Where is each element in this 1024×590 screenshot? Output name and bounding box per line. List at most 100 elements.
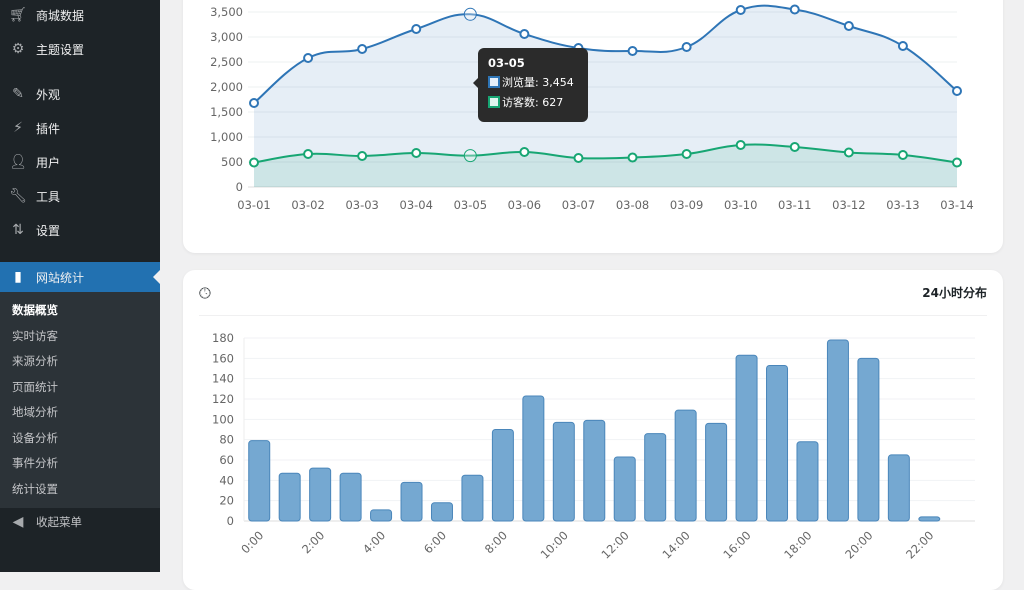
menu-item-site-stats[interactable]: ▮ 网站统计 bbox=[0, 262, 160, 292]
bar bbox=[613, 456, 636, 522]
x-tick-label: 20:00 bbox=[842, 528, 875, 561]
visitors-swatch bbox=[488, 96, 500, 108]
data-point bbox=[303, 149, 314, 159]
bar bbox=[857, 357, 880, 522]
x-tick-label: 03-01 bbox=[237, 198, 270, 212]
plugin-icon: ⚡ bbox=[13, 120, 23, 136]
data-point bbox=[411, 24, 422, 34]
data-point bbox=[463, 149, 477, 163]
series-area bbox=[254, 144, 957, 187]
menu-item-tools[interactable]: 🔧︎ 工具 bbox=[0, 181, 160, 211]
data-point bbox=[843, 147, 854, 158]
x-tick-label: 12:00 bbox=[599, 528, 632, 561]
collapse-label: 收起菜单 bbox=[36, 515, 82, 529]
menu-label: 商城数据 bbox=[36, 8, 85, 23]
y-tick-label: 0 bbox=[227, 514, 234, 528]
menu-item-theme-settings[interactable]: ⚙ 主题设置 bbox=[0, 34, 160, 64]
menu-item-settings[interactable]: ⇅ 设置 bbox=[0, 215, 160, 245]
submenu-sources[interactable]: 来源分析 bbox=[12, 354, 58, 368]
bar bbox=[887, 454, 910, 522]
bar bbox=[674, 409, 697, 522]
bar bbox=[248, 440, 271, 522]
paintbrush-icon: ✎ bbox=[12, 86, 24, 102]
user-icon: 👤︎ bbox=[9, 154, 27, 170]
x-tick-label: 10:00 bbox=[538, 528, 571, 561]
bar bbox=[430, 502, 453, 522]
submenu-regions[interactable]: 地域分析 bbox=[12, 405, 58, 419]
tooltip-title: 03-05 bbox=[488, 56, 525, 70]
cart-icon: 🛒︎ bbox=[9, 7, 27, 23]
bar bbox=[826, 339, 849, 522]
x-tick-label: 8:00 bbox=[482, 528, 510, 556]
data-point bbox=[627, 46, 638, 56]
y-tick-label: 2,000 bbox=[210, 80, 243, 94]
stats-submenu: 数据概览 实时访客 来源分析 页面统计 地域分析 设备分析 事件分析 统计设置 bbox=[0, 292, 160, 508]
y-tick-label: 3,000 bbox=[210, 30, 243, 44]
x-tick-label: 03-13 bbox=[886, 198, 919, 212]
bar bbox=[278, 472, 301, 522]
x-tick-label: 16:00 bbox=[720, 528, 753, 561]
x-tick-label: 03-10 bbox=[724, 198, 757, 212]
x-tick-label: 03-03 bbox=[345, 198, 378, 212]
data-point bbox=[897, 41, 908, 51]
bar bbox=[583, 419, 606, 522]
submenu-events[interactable]: 事件分析 bbox=[12, 456, 58, 470]
data-point bbox=[952, 86, 962, 96]
x-tick-label: 03-04 bbox=[400, 198, 433, 212]
data-point bbox=[519, 147, 530, 157]
bar bbox=[491, 429, 514, 522]
x-tick-label: 22:00 bbox=[903, 528, 936, 561]
x-tick-label: 03-05 bbox=[454, 198, 487, 212]
menu-label: 工具 bbox=[36, 189, 61, 204]
submenu-realtime[interactable]: 实时访客 bbox=[12, 328, 58, 343]
chart-tooltip: 03-05 浏览量: 3,454 访客数: 627 bbox=[473, 48, 588, 122]
active-arrow bbox=[153, 270, 160, 284]
y-tick-label: 120 bbox=[212, 392, 234, 406]
y-tick-label: 0 bbox=[236, 180, 243, 194]
gear-icon: ⚙ bbox=[11, 41, 25, 57]
x-tick-label: 03-09 bbox=[670, 198, 703, 212]
menu-label: 主题设置 bbox=[36, 42, 85, 57]
bar-chart-icon: ▮ bbox=[14, 269, 22, 285]
collapse-icon: ◀ bbox=[12, 514, 24, 530]
data-point bbox=[357, 44, 368, 54]
y-tick-label: 180 bbox=[212, 331, 234, 345]
bar bbox=[461, 474, 484, 522]
data-point bbox=[681, 149, 692, 159]
x-tick-label: 03-08 bbox=[616, 198, 649, 212]
y-tick-label: 2,500 bbox=[210, 55, 243, 69]
submenu-devices[interactable]: 设备分析 bbox=[12, 430, 58, 445]
menu-item-plugins[interactable]: ⚡ 插件 bbox=[0, 113, 160, 143]
bar bbox=[339, 472, 362, 522]
x-tick-label: 6:00 bbox=[421, 528, 449, 556]
bar bbox=[400, 481, 423, 522]
x-tick-label: 03-11 bbox=[778, 198, 811, 212]
menu-item-users[interactable]: 👤︎ 用户 bbox=[0, 147, 160, 177]
menu-label: 插件 bbox=[36, 121, 61, 136]
menu-item-shop-data[interactable]: 🛒︎ 商城数据 bbox=[0, 0, 160, 30]
collapse-menu-button[interactable]: ◀ 收起菜单 bbox=[0, 507, 160, 537]
y-tick-label: 500 bbox=[221, 155, 243, 169]
tooltip-row-visitors: 访客数: 627 bbox=[488, 94, 578, 110]
data-point bbox=[735, 5, 746, 15]
menu-item-appearance[interactable]: ✎ 外观 bbox=[0, 79, 160, 109]
submenu-overview[interactable]: 数据概览 bbox=[12, 303, 58, 317]
submenu-pages[interactable]: 页面统计 bbox=[12, 379, 58, 394]
data-point bbox=[681, 42, 692, 52]
bar bbox=[705, 422, 728, 522]
y-tick-label: 1,500 bbox=[210, 105, 243, 119]
card-title: 24小时分布 bbox=[922, 286, 987, 300]
x-tick-label: 0:00 bbox=[238, 528, 266, 556]
y-tick-label: 40 bbox=[219, 473, 234, 487]
settings-icon: ⇅ bbox=[12, 222, 24, 238]
menu-label: 用户 bbox=[36, 155, 61, 170]
x-tick-label: 03-06 bbox=[508, 198, 541, 212]
bar bbox=[644, 433, 667, 522]
tooltip-visitors: 访客数: 627 bbox=[502, 96, 564, 109]
data-point bbox=[789, 4, 800, 15]
data-point bbox=[519, 29, 530, 39]
submenu-settings[interactable]: 统计设置 bbox=[12, 481, 58, 496]
data-point bbox=[897, 150, 908, 160]
bar bbox=[796, 441, 819, 522]
data-point bbox=[303, 53, 314, 63]
